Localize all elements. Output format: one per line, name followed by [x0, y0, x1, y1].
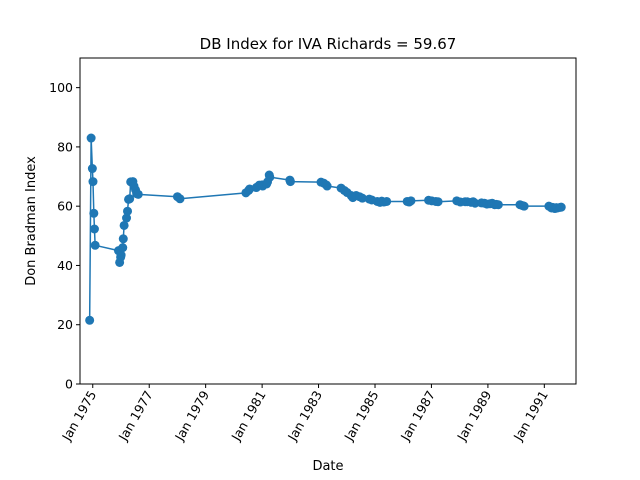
data-point — [89, 208, 99, 218]
y-tick-label: 40 — [57, 258, 73, 273]
axes-frame — [79, 57, 577, 385]
data-point — [89, 224, 99, 234]
data-point — [125, 194, 135, 204]
data-point — [88, 177, 98, 187]
y-axis: 0 20 40 60 80 100 — [49, 80, 80, 392]
data-point — [493, 200, 503, 210]
data-point — [133, 189, 143, 199]
data-point — [118, 243, 128, 253]
data-point — [87, 164, 97, 174]
data-point — [175, 194, 185, 204]
data-point — [519, 201, 529, 211]
plot-area — [85, 133, 566, 325]
data-point — [119, 220, 129, 230]
y-tick-label: 80 — [57, 139, 73, 154]
data-point — [433, 197, 443, 207]
y-tick-label: 60 — [57, 199, 73, 214]
data-point — [470, 198, 480, 208]
y-tick-label: 0 — [65, 377, 73, 392]
data-point — [406, 196, 416, 206]
data-point — [116, 250, 126, 260]
chart-title: DB Index for IVA Richards = 59.67 — [200, 35, 457, 53]
data-point — [556, 202, 566, 212]
data-point — [285, 177, 295, 187]
data-point — [265, 172, 275, 182]
x-axis-label: Date — [312, 459, 343, 474]
y-tick-label: 100 — [49, 80, 73, 95]
data-point — [322, 181, 332, 191]
data-point — [123, 206, 133, 216]
data-point — [85, 315, 95, 325]
data-point — [357, 193, 367, 203]
data-point — [382, 196, 392, 206]
data-point — [122, 213, 132, 223]
data-point — [86, 133, 96, 143]
y-tick-label: 20 — [57, 317, 73, 332]
y-axis-label: Don Bradman Index — [24, 156, 39, 286]
data-point — [90, 240, 100, 250]
data-point — [118, 234, 128, 244]
